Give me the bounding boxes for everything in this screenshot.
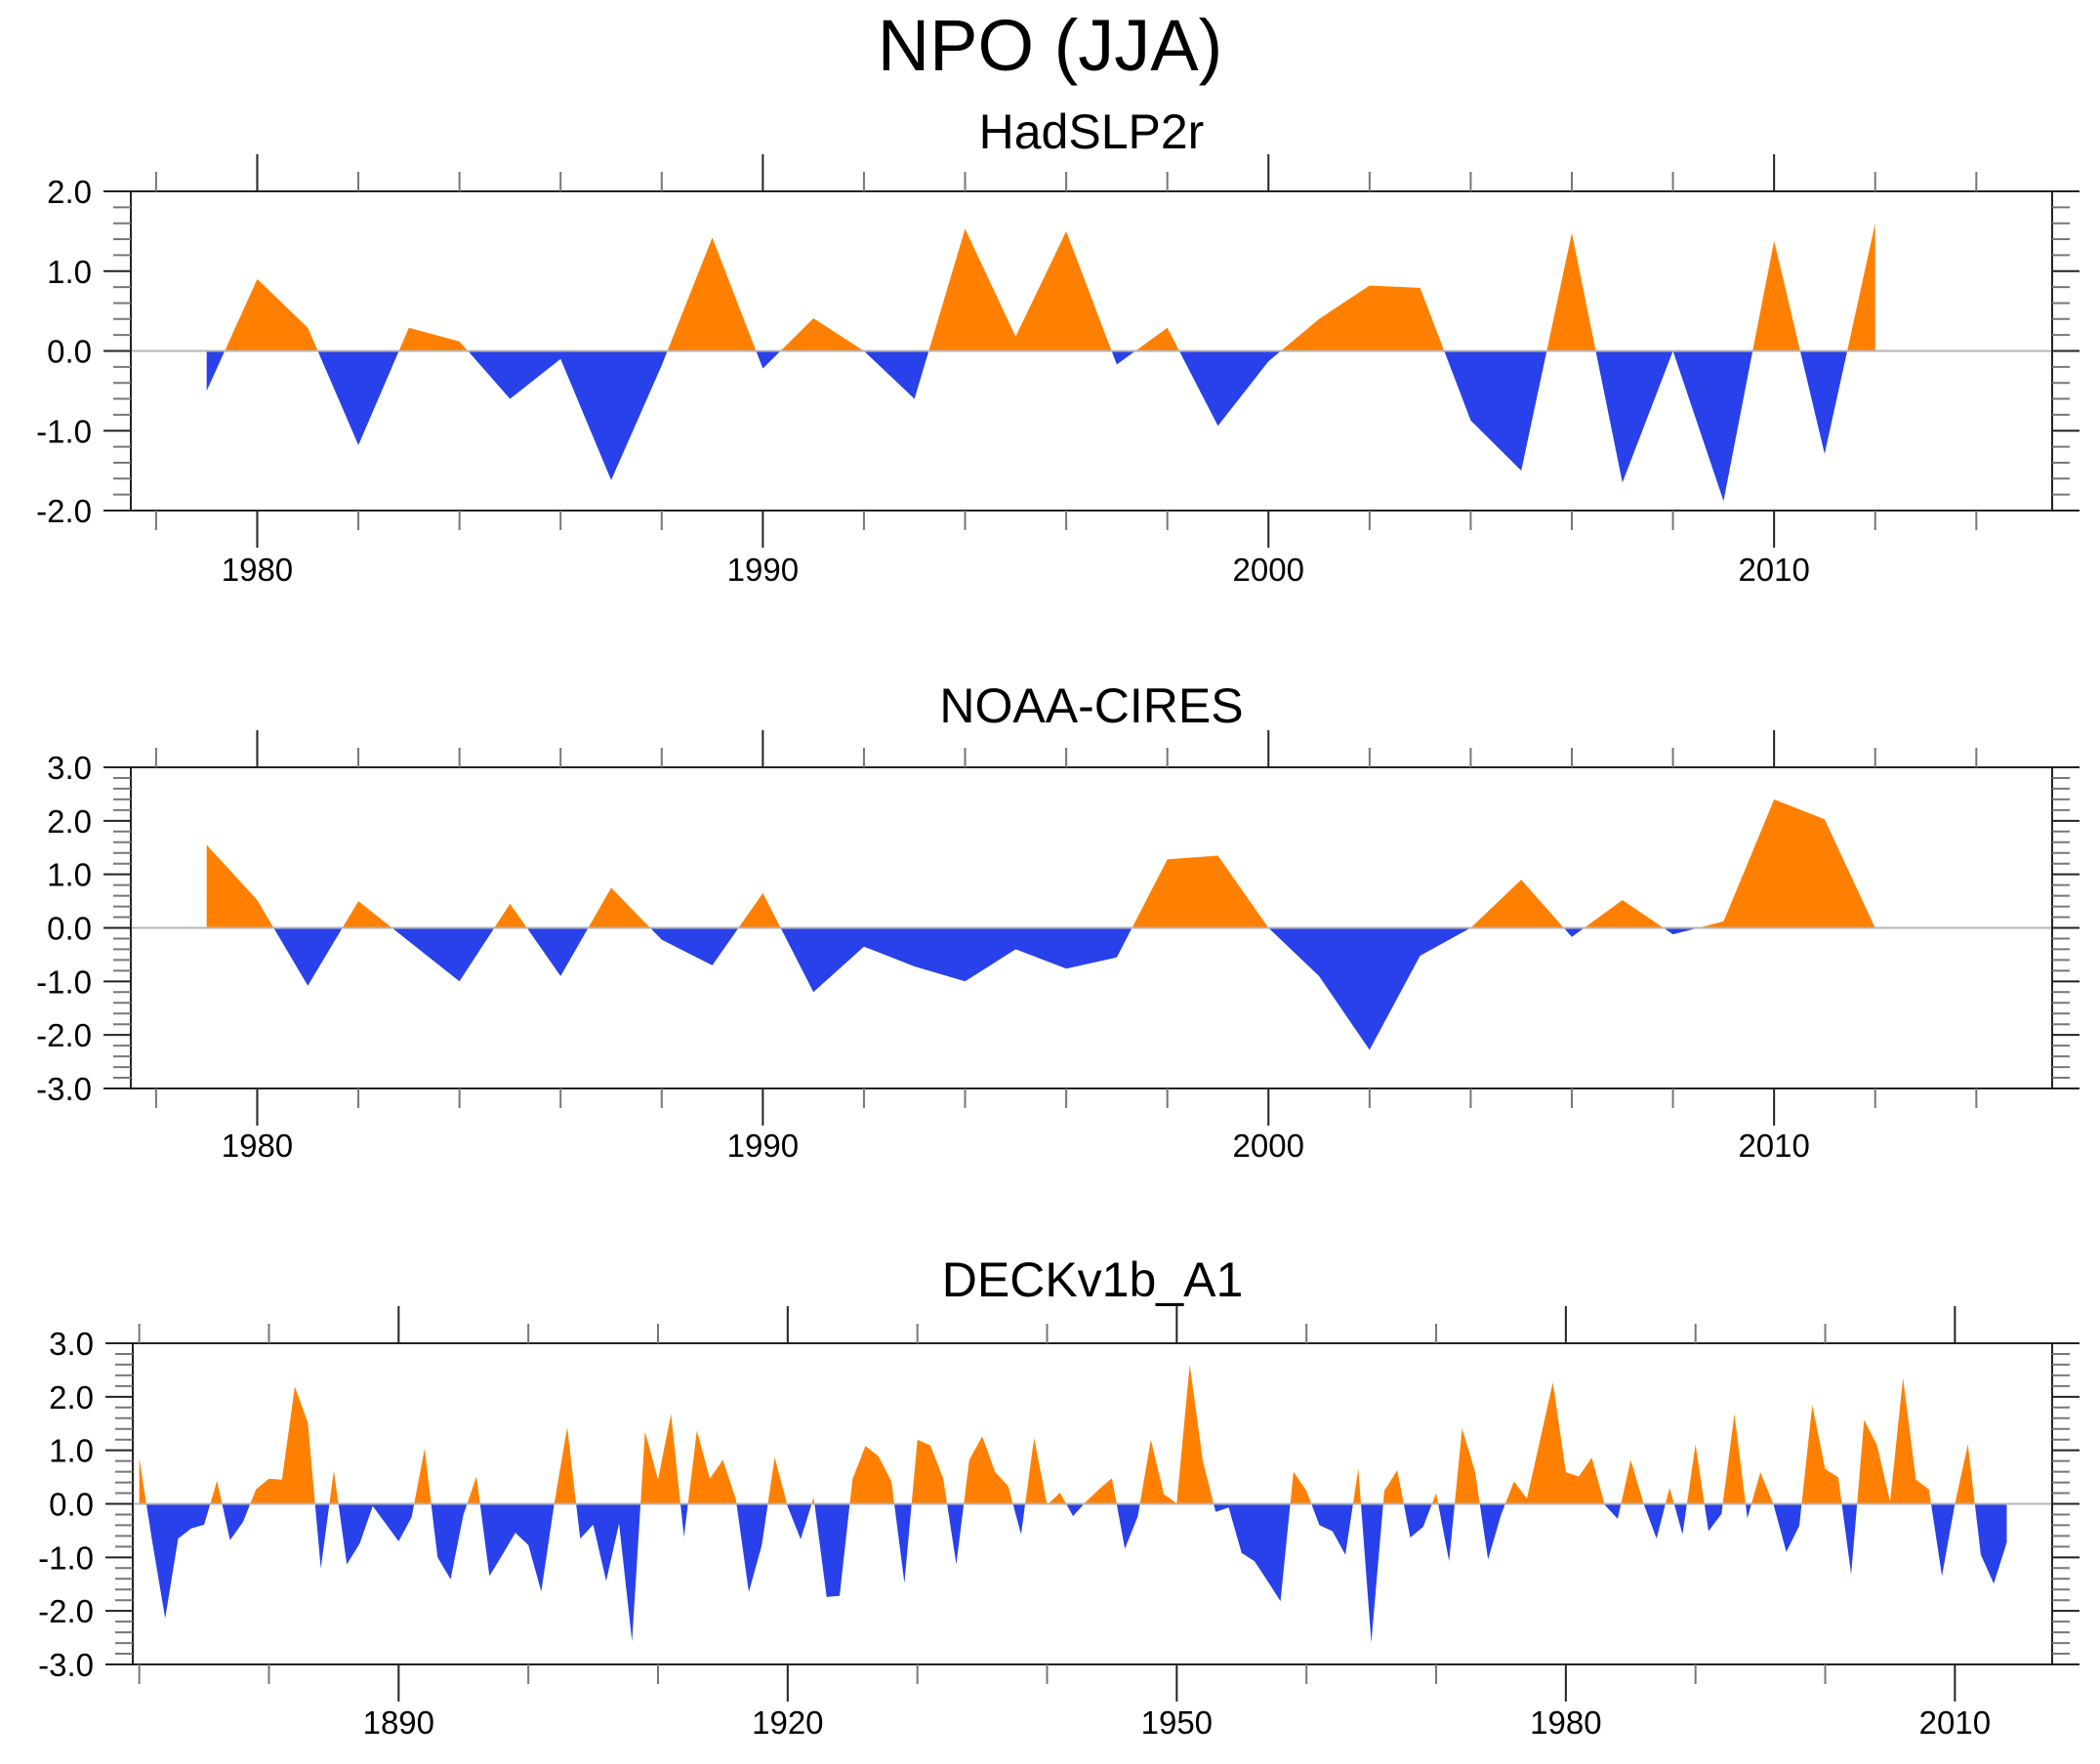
negative-area [206,350,1875,502]
x-tick-label: 1920 [752,1704,823,1741]
positive-area [139,1364,2007,1504]
x-tick-label: 1890 [363,1704,434,1741]
y-tick-label: 1.0 [49,1433,94,1469]
y-tick-label: -2.0 [36,1017,92,1053]
y-tick-label: -2.0 [36,493,92,529]
x-tick-label: 1950 [1141,1704,1213,1741]
y-tick-label: 3.0 [47,750,92,786]
x-tick-label: 2010 [1738,1128,1809,1164]
panel-title: NOAA-CIRES [939,678,1243,733]
x-tick-label: 1980 [222,552,293,588]
x-tick-label: 1990 [727,552,799,588]
x-tick-label: 1990 [727,1128,799,1164]
panel-deckv1b-a1: DECKv1b_A1 3.0 2.0 1.0 0.0 -1.0 -2.0 -3.0 1890 1… [38,1252,2079,1741]
y-tick-label: -3.0 [38,1647,94,1683]
y-tick-label: -1.0 [36,413,92,449]
x-tick-label: 1980 [222,1128,293,1164]
y-tick-label: -1.0 [36,964,92,1000]
y-tick-label: 3.0 [49,1326,94,1362]
x-tick-label: 2010 [1738,552,1809,588]
positive-area [206,223,1875,351]
figure-title: NPO (JJA) [877,5,1223,86]
y-tick-label: -2.0 [38,1593,94,1629]
x-tick-label: 2010 [1919,1704,1991,1741]
y-tick-label: 0.0 [47,911,92,947]
panel-title: HadSLP2r [979,104,1205,159]
y-tick-label: 1.0 [47,857,92,893]
y-tick-label: 2.0 [49,1379,94,1415]
y-tick-label: -3.0 [36,1071,92,1107]
x-tick-label: 1980 [1530,1704,1601,1741]
y-tick-label: 0.0 [47,334,92,370]
x-tick-label: 2000 [1233,552,1304,588]
negative-area [139,1503,2007,1643]
y-tick-label: -1.0 [38,1539,94,1576]
y-tick-label: 2.0 [47,174,92,210]
positive-area [206,799,1875,928]
panel-title: DECKv1b_A1 [942,1252,1244,1307]
y-tick-label: 2.0 [47,803,92,840]
panel-hadslp2r: HadSLP2r 2.0 1.0 0.0 -1.0 -2.0 1980 1990 2000 20… [36,104,2079,588]
x-tick-label: 2000 [1233,1128,1304,1164]
y-tick-label: 1.0 [47,254,92,290]
y-tick-label: 0.0 [49,1487,94,1523]
panel-noaa-cires: NOAA-CIRES 3.0 2.0 1.0 0.0 -1.0 -2.0 -3.0 1980 1… [36,678,2079,1164]
negative-area [206,927,1875,1050]
